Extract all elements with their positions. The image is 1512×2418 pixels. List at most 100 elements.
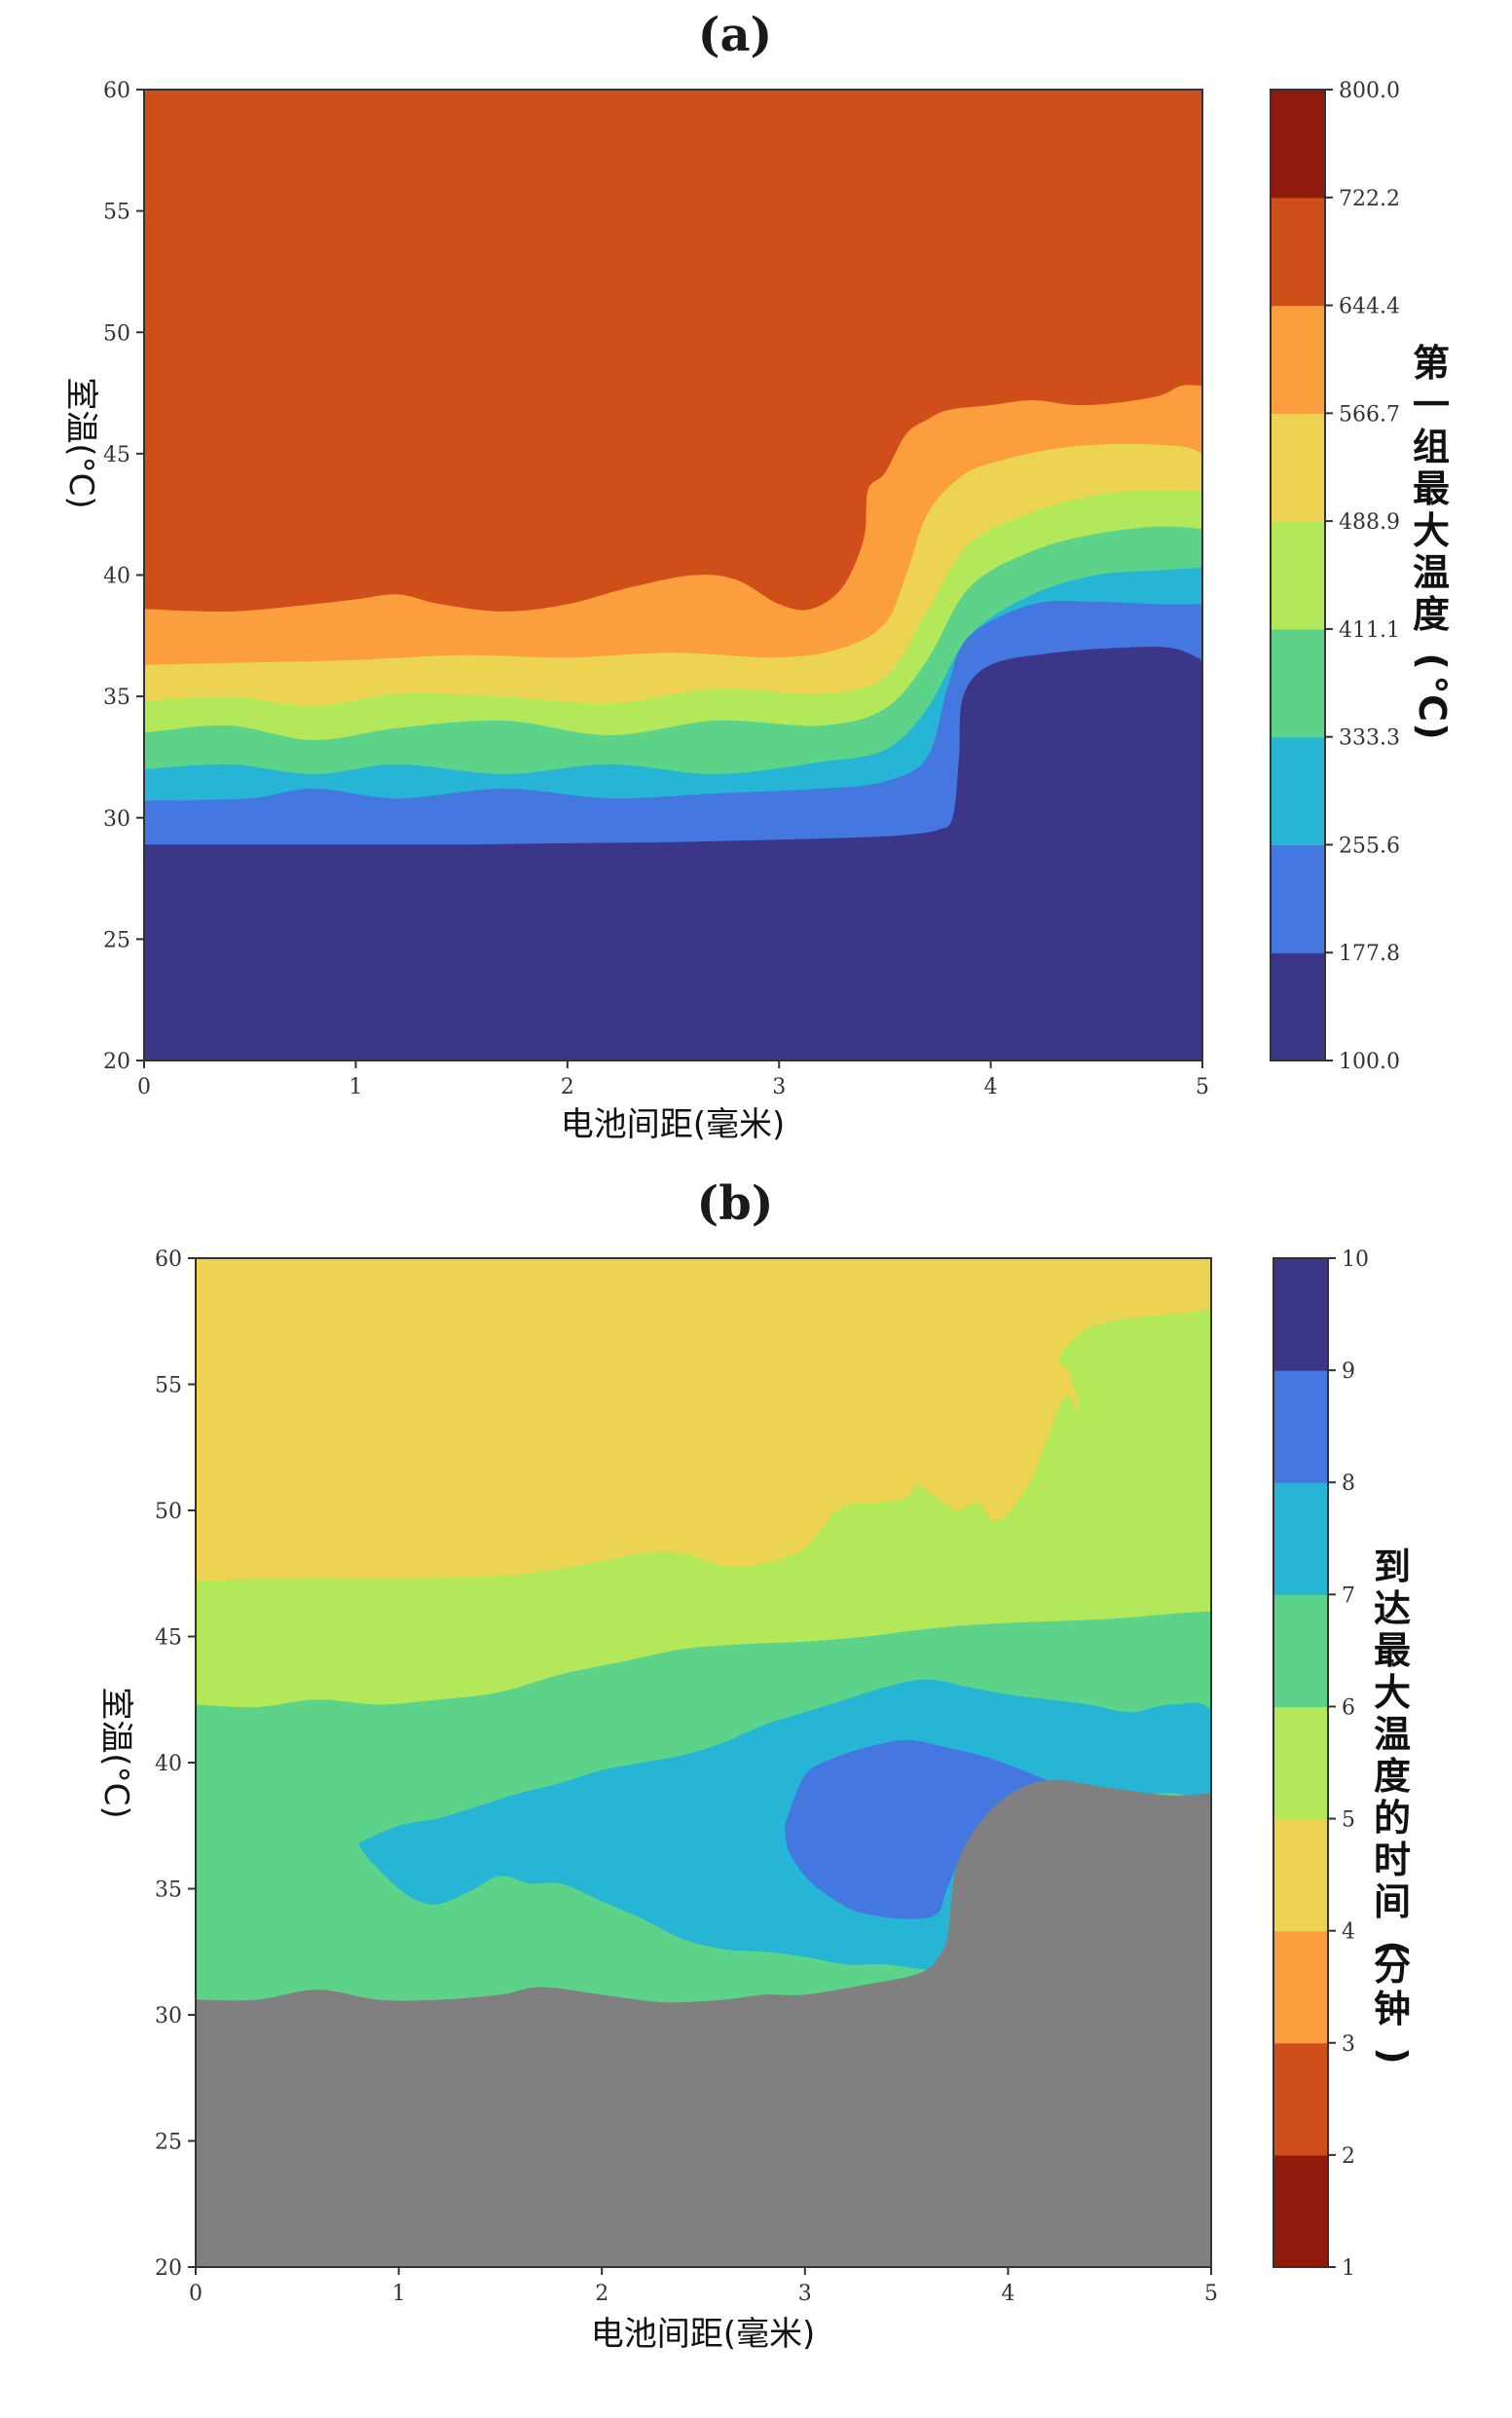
colorbar-tick-label: 644.4 [1339,295,1400,319]
panel-b-contour-plot [196,1258,1211,2267]
y-tick-label: 50 [103,321,130,346]
colorbar-segment [1273,2154,1328,2268]
colorbar-tick-label: 1 [1342,2256,1355,2281]
colorbar-tick-label: 411.1 [1339,618,1400,643]
colorbar-tick-label: 8 [1342,1471,1355,1496]
colorbar-label-char: 大 [1374,1671,1411,1714]
x-tick-label: 1 [392,2282,406,2306]
colorbar-tick-label: 100.0 [1339,1050,1400,1074]
colorbar-label-char: 度 [1374,1755,1411,1798]
colorbar-tick-label: 6 [1342,1695,1355,1720]
colorbar-segment [1271,952,1325,1061]
panel-b-colorbar: 1 2 3 4 5 6 7 8 9 10 [1272,1247,1369,2281]
colorbar-label-char: 一 [1413,384,1450,427]
x-tick-label: 4 [984,1075,998,1099]
colorbar-label-char: 分 [1374,1946,1411,1989]
x-tick-label: 1 [349,1075,362,1099]
x-tick-label: 0 [137,1075,151,1099]
y-tick-label: 30 [155,2004,182,2028]
colorbar-label-char: ( [1372,1940,1415,1956]
y-tick-label: 40 [103,565,130,589]
colorbar-segment [1273,1706,1328,1820]
y-tick-label: 30 [103,807,130,832]
colorbar-segment [1271,197,1325,307]
y-tick-label: 35 [155,1879,182,1903]
y-tick-label: 55 [103,201,130,225]
colorbar-tick-label: 2 [1342,2144,1355,2169]
colorbar-label-char: 的 [1374,1797,1411,1840]
y-tick-label: 60 [155,1247,182,1272]
colorbar-label-char: 到 [1374,1545,1411,1588]
panel-a-x-ticks: 0 1 2 3 4 5 [137,1060,1209,1099]
panel-b-y-axis-label: 室温(°C) [96,1687,135,1818]
panel-a-y-ticks: 20 25 30 35 40 45 50 55 60 [103,79,144,1074]
colorbar-label-char: 温 [1413,551,1450,594]
x-tick-label: 2 [595,2282,608,2306]
panel-b-x-axis-label: 电池间距(毫米) [591,2315,816,2354]
colorbar-label-char: 温 [1374,1713,1411,1756]
y-tick-label: 45 [155,1626,182,1651]
colorbar-segment [1271,628,1325,738]
panel-b-y-ticks: 20 25 30 35 40 45 50 55 60 [155,1247,196,2281]
colorbar-segment [1273,1594,1328,1708]
y-tick-label: 50 [155,1500,182,1524]
colorbar-tick-label: 566.7 [1339,402,1400,427]
panel-b-title: (b) [697,1176,774,1231]
colorbar-label-char: ° [1411,676,1454,694]
colorbar-segment [1271,413,1325,522]
y-tick-label: 20 [155,2256,182,2281]
colorbar-label-char: C [1411,694,1454,722]
x-tick-label: 2 [561,1075,574,1099]
colorbar-label-char: 组 [1413,426,1450,468]
colorbar-label-char: ( [1411,652,1454,669]
contour-band-100-178 [144,647,1202,1060]
colorbar-segment [1271,521,1325,630]
colorbar-label-char: 大 [1413,509,1450,552]
colorbar-tick-label: 3 [1342,2032,1355,2057]
y-tick-label: 20 [103,1050,130,1074]
colorbar-label-char: 最 [1374,1629,1411,1672]
colorbar-label-char: 钟 [1374,1988,1411,2030]
contour-band-7-8 [357,1679,1211,1978]
colorbar-label-char: ) [1372,2047,1415,2064]
panel-a-contour-plot [144,90,1202,1060]
colorbar-tick-label: 177.8 [1339,942,1400,966]
colorbar-tick-label: 5 [1342,1808,1355,1833]
colorbar-tick-label: 488.9 [1339,510,1400,535]
colorbar-segment [1273,1818,1328,1932]
colorbar-label-char: 第 [1413,342,1450,385]
colorbar-label-char: 最 [1413,467,1450,510]
colorbar-tick-label: 4 [1342,1920,1355,1945]
panel-a-title: (a) [698,8,773,62]
panel-b-x-ticks: 0 1 2 3 4 5 [189,2267,1218,2306]
panel-a-colorbar: 100.0 177.8 255.6 333.3 411.1 488.9 566.7 644.4… [1270,79,1400,1074]
contour-band-8-9 [784,1739,1050,1919]
colorbar-segment [1271,736,1325,846]
colorbar-frame [1270,89,1326,1061]
x-tick-label: 5 [1204,2282,1218,2306]
colorbar-segment [1271,90,1325,199]
x-tick-label: 4 [1001,2282,1014,2306]
y-tick-label: 45 [103,443,130,467]
y-tick-label: 60 [103,79,130,103]
y-tick-label: 35 [103,686,130,710]
colorbar-tick-label: 722.2 [1339,187,1400,211]
x-tick-label: 3 [798,2282,812,2306]
colorbar-segment [1273,1930,1328,2044]
y-tick-label: 40 [155,1752,182,1776]
colorbar-segment [1271,844,1325,953]
colorbar-segment [1271,305,1325,414]
colorbar-tick-label: 10 [1342,1247,1369,1272]
colorbar-tick-label: 333.3 [1339,726,1400,751]
colorbar-label-char: 间 [1374,1880,1411,1923]
panel-a-y-axis-label: 室温(°C) [61,377,100,508]
colorbar-segment [1273,2042,1328,2156]
colorbar-tick-label: 9 [1342,1359,1355,1384]
colorbar-segment [1273,1482,1328,1595]
y-tick-label: 55 [155,1374,182,1398]
